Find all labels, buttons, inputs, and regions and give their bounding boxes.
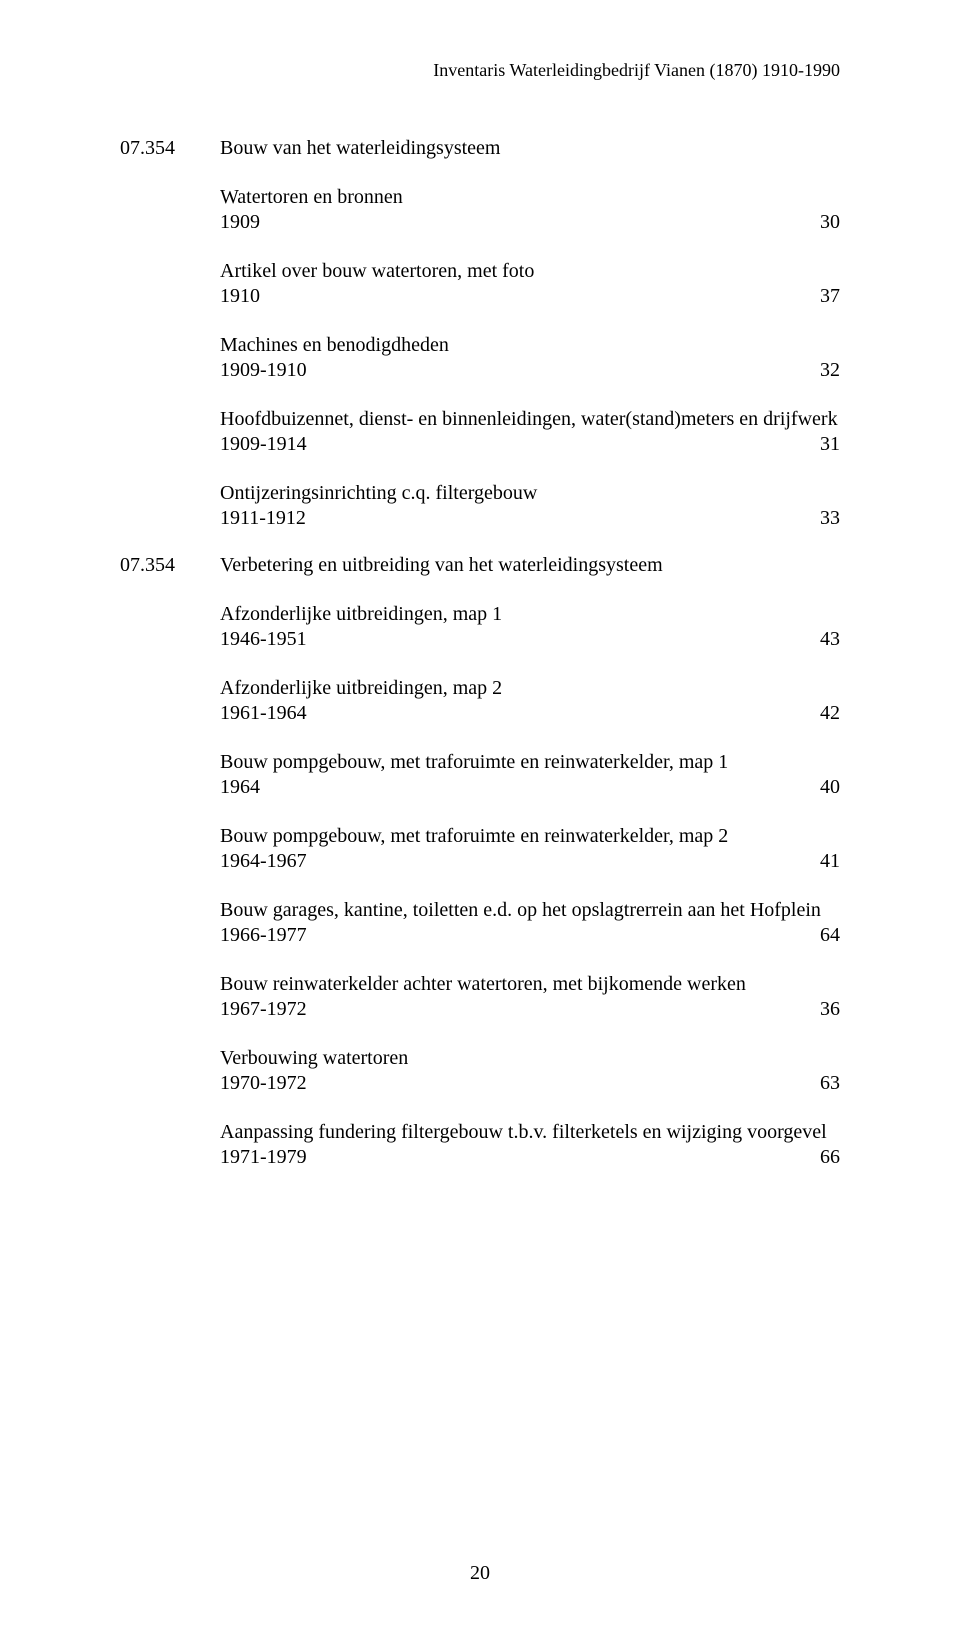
section-header: 07.354 Bouw van het waterleidingsysteem: [120, 137, 840, 160]
entry-number: 36: [800, 998, 840, 1021]
entry-description: Bouw pompgebouw, met traforuimte en rein…: [220, 823, 840, 850]
inventory-entry: Aanpassing fundering filtergebouw t.b.v.…: [220, 1119, 840, 1169]
entry-number: 41: [800, 850, 840, 873]
inventory-entry: Afzonderlijke uitbreidingen, map 2 1961-…: [220, 675, 840, 725]
inventory-entry: Bouw pompgebouw, met traforuimte en rein…: [220, 749, 840, 799]
page: Inventaris Waterleidingbedrijf Vianen (1…: [0, 0, 960, 1625]
entry-date: 1970-1972: [220, 1072, 307, 1095]
entry-number: 42: [800, 702, 840, 725]
page-number: 20: [0, 1562, 960, 1585]
section-header: 07.354 Verbetering en uitbreiding van he…: [120, 554, 840, 577]
entry-number: 63: [800, 1072, 840, 1095]
inventory-entry: Hoofdbuizennet, dienst- en binnenleiding…: [220, 406, 840, 456]
entry-line: 1909-1914 31: [220, 433, 840, 456]
inventory-entry: Bouw reinwaterkelder achter watertoren, …: [220, 971, 840, 1021]
entry-number: 31: [800, 433, 840, 456]
entry-date: 1964: [220, 776, 260, 799]
entry-line: 1970-1972 63: [220, 1072, 840, 1095]
inventory-entry: Machines en benodigdheden 1909-1910 32: [220, 332, 840, 382]
entry-date: 1946-1951: [220, 628, 307, 651]
entry-description: Machines en benodigdheden: [220, 332, 840, 359]
running-header: Inventaris Waterleidingbedrijf Vianen (1…: [120, 60, 840, 81]
entry-line: 1971-1979 66: [220, 1146, 840, 1169]
entry-line: 1909 30: [220, 211, 840, 234]
inventory-entry: Bouw garages, kantine, toiletten e.d. op…: [220, 897, 840, 947]
section-title: Verbetering en uitbreiding van het water…: [220, 554, 840, 577]
entry-description: Afzonderlijke uitbreidingen, map 2: [220, 675, 840, 702]
entry-description: Verbouwing watertoren: [220, 1045, 840, 1072]
section-code: 07.354: [120, 137, 220, 160]
entry-line: 1966-1977 64: [220, 924, 840, 947]
entry-description: Artikel over bouw watertoren, met foto: [220, 258, 840, 285]
entry-line: 1961-1964 42: [220, 702, 840, 725]
entry-date: 1961-1964: [220, 702, 307, 725]
entry-date: 1966-1977: [220, 924, 307, 947]
entry-date: 1909-1914: [220, 433, 307, 456]
entry-description: Aanpassing fundering filtergebouw t.b.v.…: [220, 1119, 840, 1146]
entry-description: Afzonderlijke uitbreidingen, map 1: [220, 601, 840, 628]
entry-number: 40: [800, 776, 840, 799]
inventory-entry: Verbouwing watertoren 1970-1972 63: [220, 1045, 840, 1095]
entry-date: 1971-1979: [220, 1146, 307, 1169]
entry-line: 1964 40: [220, 776, 840, 799]
entry-line: 1946-1951 43: [220, 628, 840, 651]
entry-description: Bouw garages, kantine, toiletten e.d. op…: [220, 897, 840, 924]
entry-number: 33: [800, 507, 840, 530]
inventory-entry: Watertoren en bronnen 1909 30: [220, 184, 840, 234]
entry-date: 1964-1967: [220, 850, 307, 873]
section-code: 07.354: [120, 554, 220, 577]
entry-date: 1909-1910: [220, 359, 307, 382]
entry-description: Ontijzeringsinrichting c.q. filtergebouw: [220, 480, 840, 507]
inventory-entry: Artikel over bouw watertoren, met foto 1…: [220, 258, 840, 308]
inventory-entry: Afzonderlijke uitbreidingen, map 1 1946-…: [220, 601, 840, 651]
entry-number: 66: [800, 1146, 840, 1169]
entry-date: 1910: [220, 285, 260, 308]
entry-description: Bouw pompgebouw, met traforuimte en rein…: [220, 749, 840, 776]
entry-line: 1909-1910 32: [220, 359, 840, 382]
entry-number: 64: [800, 924, 840, 947]
entry-line: 1911-1912 33: [220, 507, 840, 530]
inventory-entry: Bouw pompgebouw, met traforuimte en rein…: [220, 823, 840, 873]
entry-description: Watertoren en bronnen: [220, 184, 840, 211]
entry-date: 1967-1972: [220, 998, 307, 1021]
entry-number: 30: [800, 211, 840, 234]
entry-line: 1967-1972 36: [220, 998, 840, 1021]
entry-description: Hoofdbuizennet, dienst- en binnenleiding…: [220, 406, 840, 433]
entry-date: 1909: [220, 211, 260, 234]
section-title: Bouw van het waterleidingsysteem: [220, 137, 840, 160]
entry-description: Bouw reinwaterkelder achter watertoren, …: [220, 971, 840, 998]
entry-number: 37: [800, 285, 840, 308]
entry-line: 1964-1967 41: [220, 850, 840, 873]
entry-date: 1911-1912: [220, 507, 306, 530]
inventory-entry: Ontijzeringsinrichting c.q. filtergebouw…: [220, 480, 840, 530]
entry-line: 1910 37: [220, 285, 840, 308]
entry-number: 43: [800, 628, 840, 651]
entry-number: 32: [800, 359, 840, 382]
